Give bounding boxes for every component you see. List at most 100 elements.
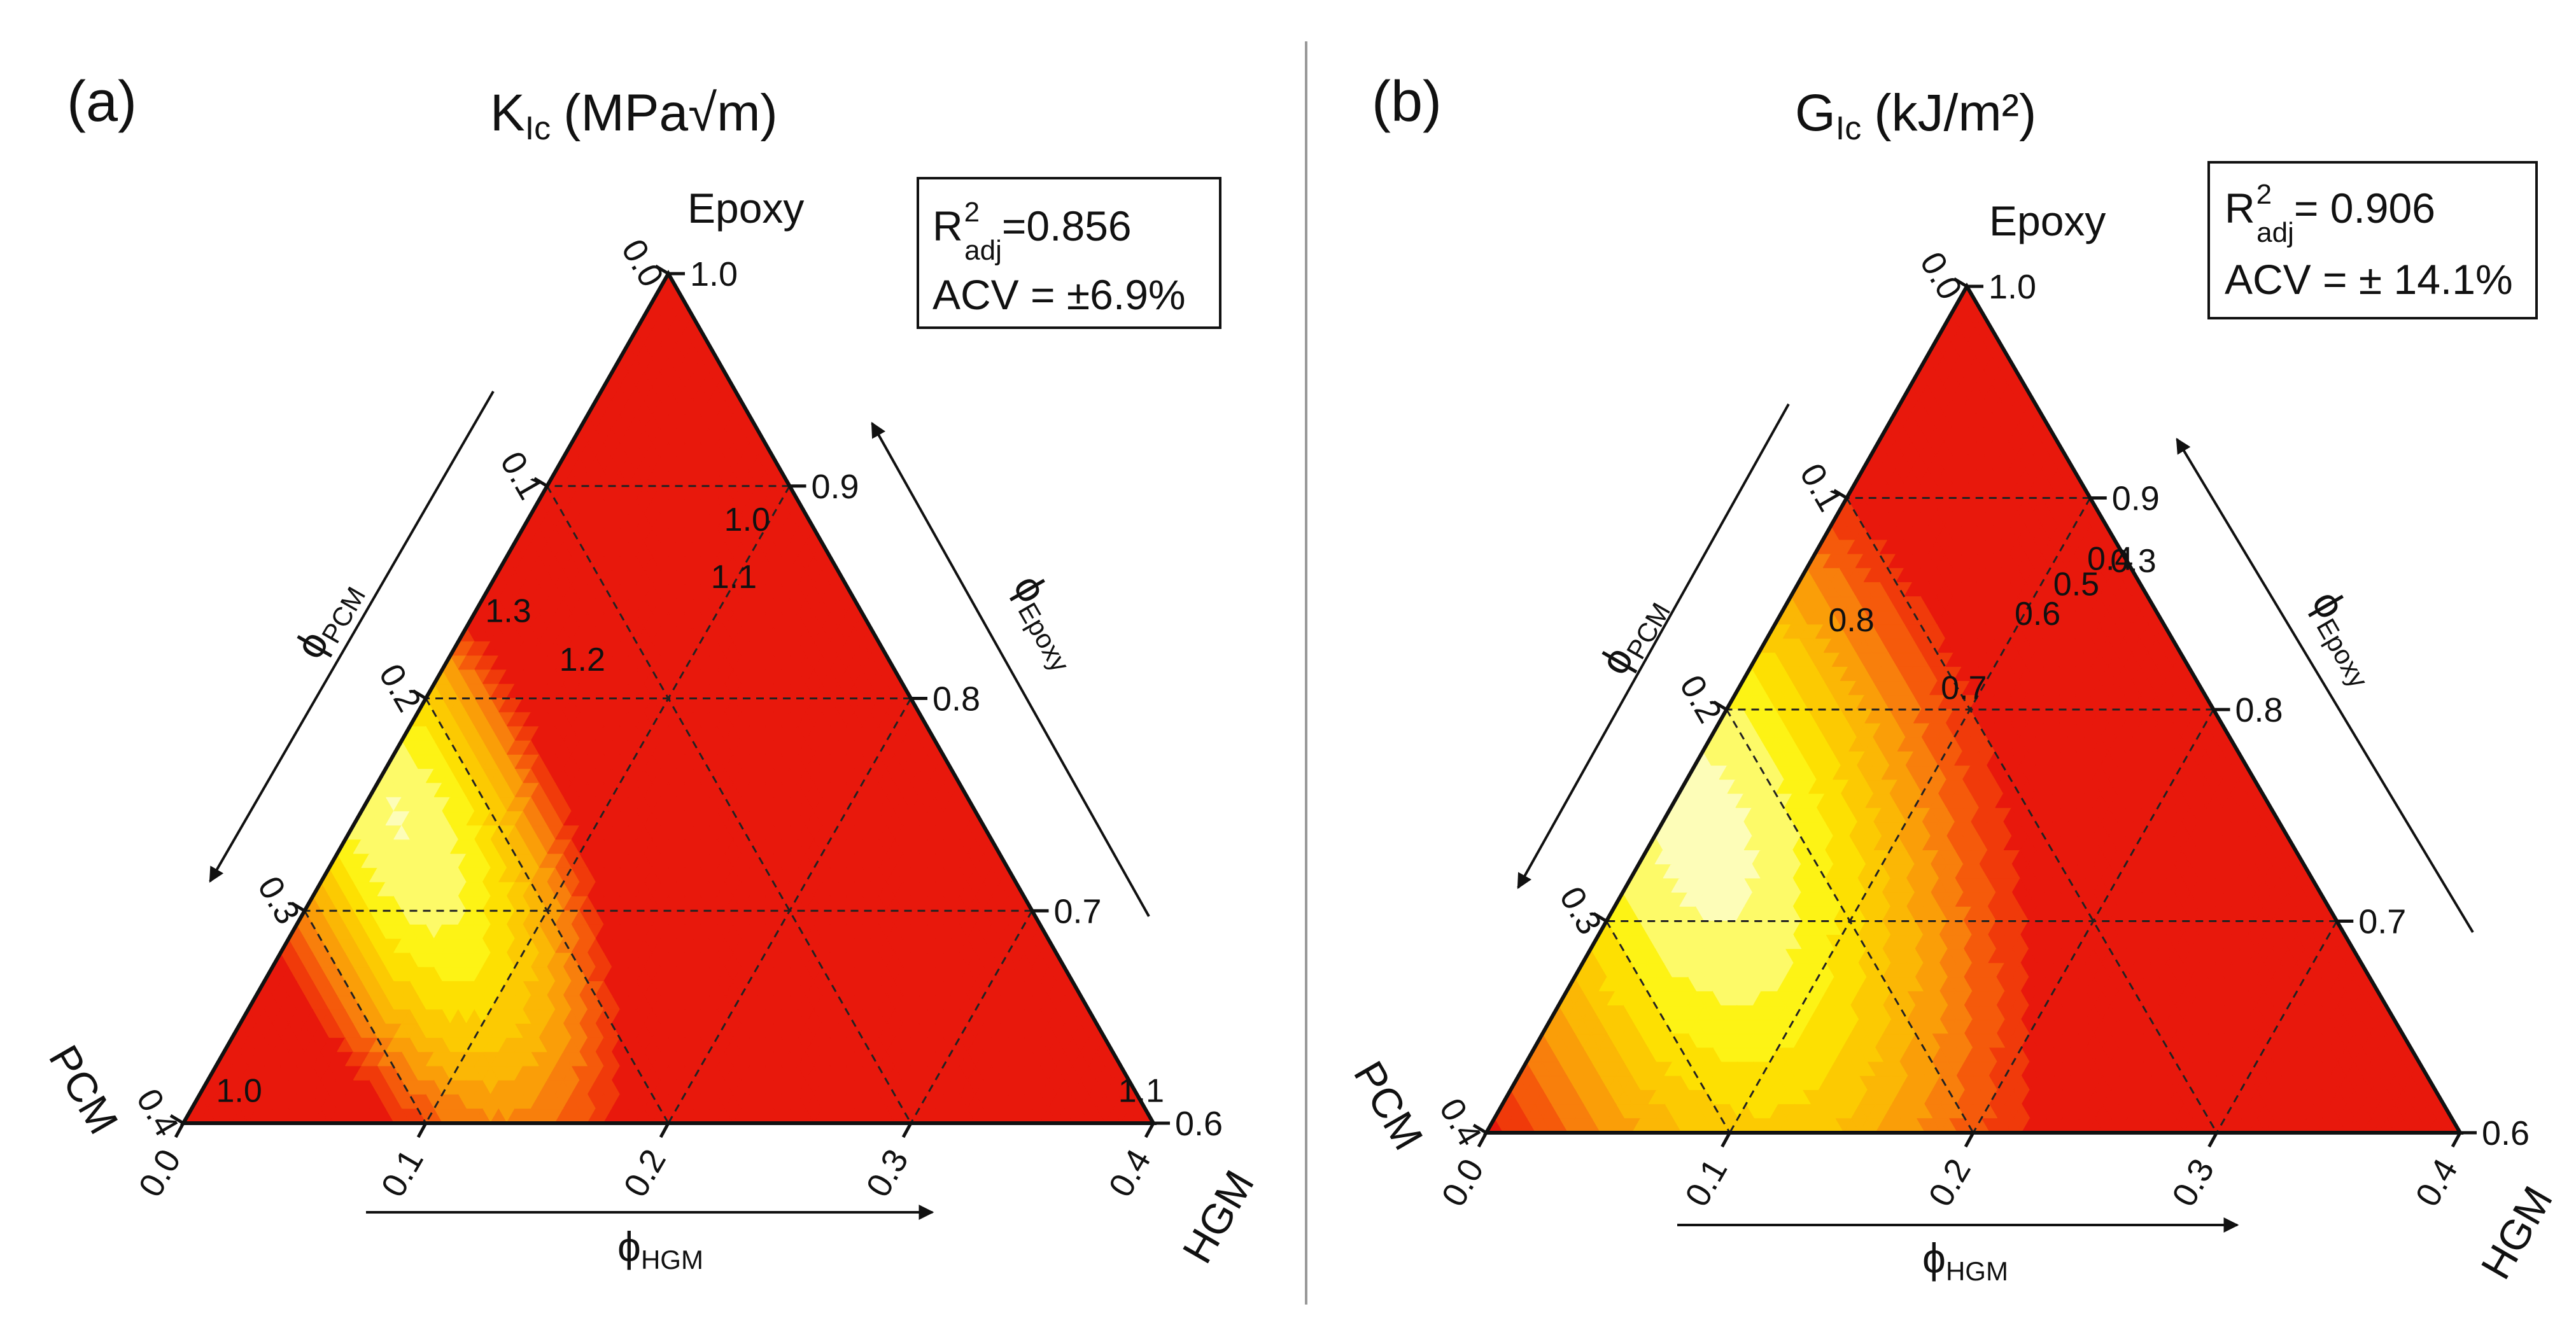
panel-a-vertex-hgm: HGM <box>1173 1163 1263 1271</box>
hgm-tick <box>659 1122 670 1138</box>
pcm-tick <box>412 689 427 700</box>
contour-cell <box>295 1108 314 1123</box>
contour-cell <box>1039 1108 1057 1123</box>
contour-cell <box>344 1108 362 1123</box>
epoxy-tick-label: 1.0 <box>690 255 738 293</box>
gridline <box>425 486 791 1124</box>
hgm-tick <box>174 1122 185 1138</box>
contour-cell <box>797 1108 815 1123</box>
contour-cell <box>312 1108 330 1123</box>
gridline <box>667 697 912 1124</box>
contour-cell <box>247 1108 265 1123</box>
contour-cell <box>360 1108 378 1123</box>
panel-a-contour-labels: 1.3 1.2 1.1 1.0 1.0 1.1 <box>216 501 1164 1110</box>
contour-cell <box>199 1108 216 1123</box>
contour-cell <box>1088 1108 1106 1123</box>
contour-cell <box>603 1108 621 1123</box>
contour-label: 1.1 <box>1118 1073 1164 1110</box>
epoxy-tick-label: 0.6 <box>1175 1105 1223 1143</box>
contour-cell <box>1055 1108 1074 1123</box>
contour-label: 1.2 <box>560 641 605 678</box>
contour-cell <box>457 1108 475 1123</box>
panel-a-label: (a) <box>67 70 137 134</box>
hgm-tick-label: 0.3 <box>859 1143 916 1203</box>
contour-cell <box>441 1108 459 1123</box>
contour-cell <box>684 1108 701 1123</box>
contour-cell <box>2411 1117 2429 1133</box>
contour-cell <box>1023 1108 1041 1123</box>
contour-cell <box>748 1108 766 1123</box>
panel-a-pcm-axis-label: ϕPCM <box>285 571 371 668</box>
gridline <box>546 486 912 1124</box>
panel-b-stats-box: R2 adj= 0.906 ACV = ± 14.1% <box>2207 161 2538 319</box>
contour-label: 1.0 <box>216 1073 262 1110</box>
contour-cell <box>910 1108 928 1123</box>
pcm-tick <box>169 1114 185 1125</box>
contour-label: 1.1 <box>711 559 757 596</box>
contour-cell <box>651 1108 670 1123</box>
contour-cell <box>376 1108 395 1123</box>
contour-cell <box>1120 1108 1138 1123</box>
contour-cell <box>409 1108 427 1123</box>
contour-label: 1.3 <box>485 592 531 629</box>
panel-b-acv: ACV = ± 14.1% <box>2225 256 2513 303</box>
panel-a-stats-box: R2 adj=0.856 ACV = ±6.9% <box>917 177 1221 329</box>
contour-cell <box>328 1108 346 1123</box>
gridline <box>304 910 427 1124</box>
contour-cell <box>878 1108 896 1123</box>
contour-cell <box>1071 1108 1090 1123</box>
panel-b-r2: R2 adj= 0.906 <box>2225 179 2435 248</box>
epoxy-tick-label: 0.9 <box>812 468 859 506</box>
contour-cell <box>813 1108 831 1123</box>
panel-a-hgm-axis-label: ϕHGM <box>617 1223 703 1275</box>
contour-cell <box>926 1108 944 1123</box>
contour-cell <box>619 1108 637 1123</box>
hgm-tick <box>1144 1122 1155 1138</box>
contour-cell <box>1007 1108 1025 1123</box>
contour-cell <box>474 1108 491 1123</box>
panel-a-pcm-axis-arrow <box>209 390 495 883</box>
contour-cell <box>2426 1117 2445 1133</box>
hgm-tick <box>416 1122 428 1138</box>
contour-cell <box>231 1108 249 1123</box>
contour-cell <box>215 1108 233 1123</box>
panel-a-title: KIc (MPa√m) <box>490 84 778 147</box>
panel-a-epoxy-axis-arrow <box>871 421 1150 917</box>
contour-cell <box>505 1108 524 1123</box>
contour-cell <box>263 1108 281 1123</box>
contour-cell <box>1104 1108 1122 1123</box>
contour-cell <box>489 1108 508 1123</box>
contour-cell <box>990 1108 1009 1123</box>
hgm-tick <box>901 1122 913 1138</box>
contour-cell <box>570 1108 589 1123</box>
contour-cell <box>764 1108 782 1123</box>
contour-cell <box>829 1108 847 1123</box>
panel-b: (b) GIc (kJ/m²) R2 adj= 0.906 ACV = ± 14.1… <box>1345 70 2561 1287</box>
panel-a-acv: ACV = ±6.9% <box>933 271 1186 318</box>
panel-b-contour-plot <box>1486 286 2460 1133</box>
contour-cell <box>732 1108 750 1123</box>
contour-cell <box>522 1108 540 1123</box>
contour-cell <box>959 1108 976 1123</box>
contour-cell <box>635 1108 653 1123</box>
contour-cell <box>975 1108 993 1123</box>
contour-cell <box>942 1108 961 1123</box>
gridline <box>425 697 670 1124</box>
contour-cell <box>279 1108 297 1123</box>
gridline <box>910 910 1033 1124</box>
hgm-tick-label: 0.0 <box>131 1143 188 1203</box>
contour-cell <box>667 1108 686 1123</box>
contour-cell <box>700 1108 718 1123</box>
contour-label: 1.0 <box>724 501 770 538</box>
hgm-tick-label: 0.1 <box>374 1143 431 1203</box>
pcm-tick <box>533 477 548 487</box>
panel-b-label: (b) <box>1372 70 1442 134</box>
panel-a-gridlines <box>304 485 1033 1124</box>
hgm-tick-label: 0.4 <box>1101 1143 1158 1203</box>
panel-b-title: GIc (kJ/m²) <box>1795 84 2036 147</box>
contour-cell <box>586 1108 605 1123</box>
contour-cell <box>393 1108 411 1123</box>
panel-a-vertex-epoxy: Epoxy <box>687 185 804 232</box>
contour-cell <box>780 1108 799 1123</box>
